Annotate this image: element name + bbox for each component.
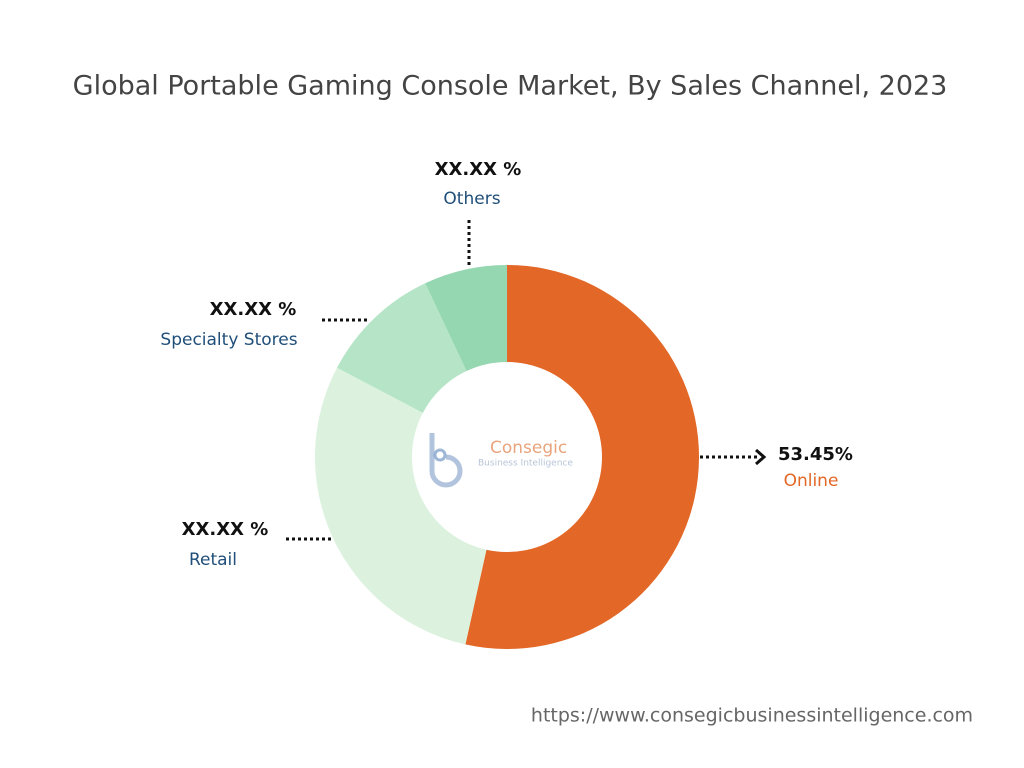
value-label: XX.XX % [210, 299, 297, 320]
category-label: Online [784, 471, 839, 491]
category-label: Specialty Stores [160, 330, 297, 350]
logo-tagline: Business Intelligence [478, 459, 573, 469]
value-label: XX.XX % [182, 519, 269, 540]
donut-slice [314, 367, 487, 645]
donut-slice [425, 265, 507, 372]
donut [314, 265, 699, 649]
donut-slice [336, 283, 467, 413]
category-label: Others [443, 189, 500, 209]
footer-url: https://www.consegicbusinessintelligence… [531, 705, 973, 727]
leader-arrow [755, 448, 767, 466]
logo-mark [433, 448, 447, 462]
logo-mark [429, 433, 463, 488]
chart-title: Global Portable Gaming Console Market, B… [73, 71, 948, 102]
value-label: XX.XX % [435, 159, 522, 180]
logo-name: Consegic [490, 438, 567, 458]
category-label: Retail [189, 550, 237, 570]
value-label: 53.45% [778, 444, 853, 465]
donut-slice [465, 265, 699, 649]
